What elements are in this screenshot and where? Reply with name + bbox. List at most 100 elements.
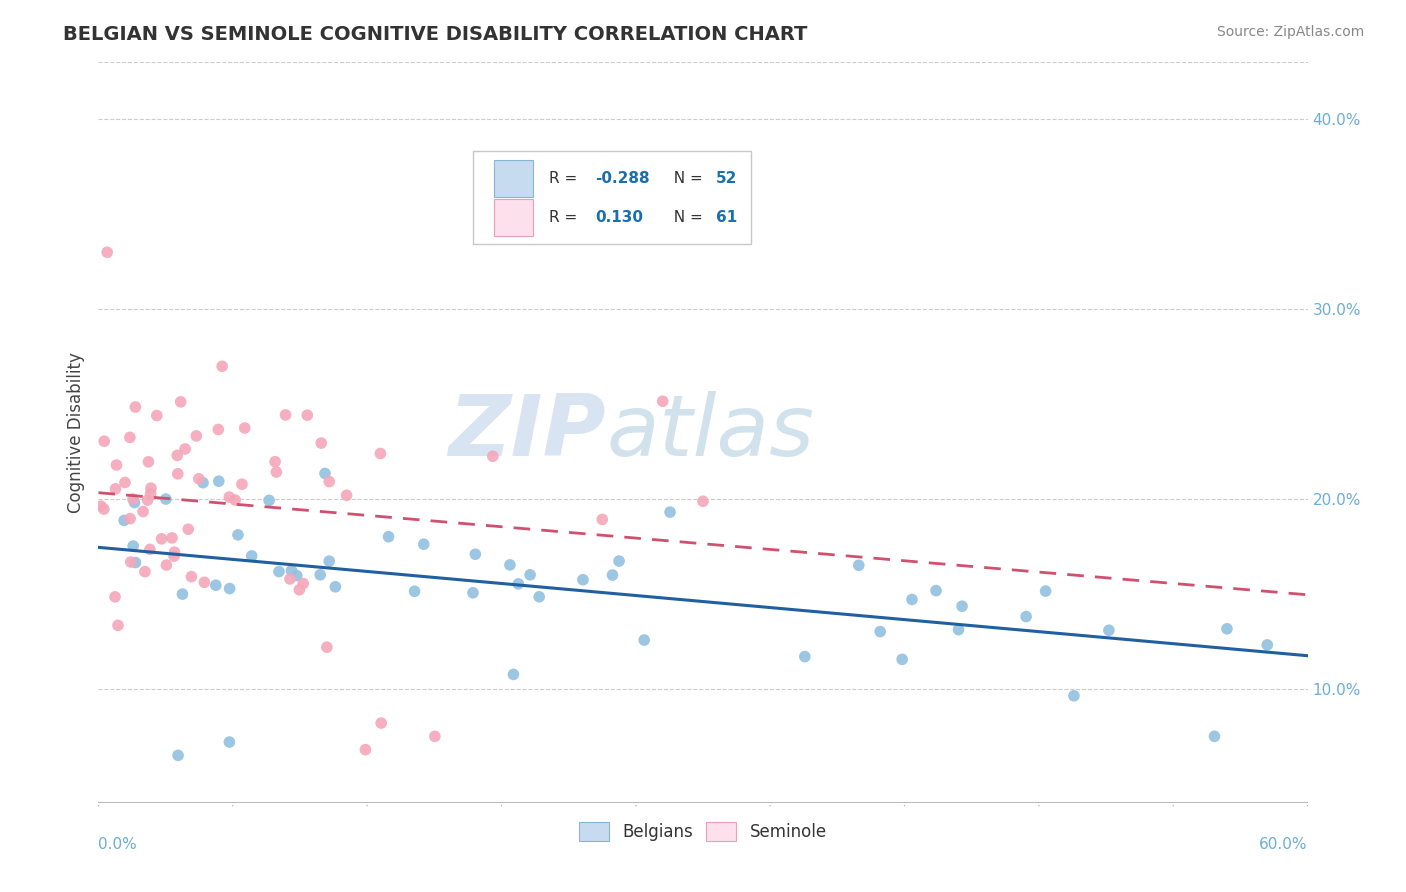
Point (180, 569, 202, 583)
Point (519, 567, 541, 582)
Point (155, 491, 177, 506)
Point (285, 568, 308, 582)
Point (370, 446, 392, 460)
Point (172, 587, 194, 601)
Point (120, 555, 142, 569)
Point (502, 667, 524, 681)
Point (1256, 638, 1278, 652)
Point (591, 512, 613, 526)
Point (336, 488, 359, 502)
Point (120, 511, 142, 525)
Point (170, 395, 193, 409)
Point (226, 528, 249, 542)
Point (354, 742, 377, 756)
Point (122, 491, 145, 506)
Point (112, 513, 135, 527)
Point (146, 409, 169, 423)
Point (163, 545, 186, 559)
Point (278, 572, 301, 586)
Point (266, 465, 288, 479)
Point (292, 576, 315, 591)
Point (950, 599, 973, 614)
Point (134, 565, 156, 579)
Text: N =: N = (664, 211, 709, 225)
Point (138, 455, 160, 469)
Point (124, 495, 146, 509)
FancyBboxPatch shape (494, 199, 533, 236)
Point (107, 618, 129, 632)
Text: 60.0%: 60.0% (1260, 837, 1308, 852)
Point (1098, 624, 1121, 638)
Point (160, 531, 183, 545)
Point (370, 716, 392, 731)
Text: 0.130: 0.130 (595, 211, 644, 225)
Point (186, 429, 208, 443)
Text: 0.0%: 0.0% (98, 837, 138, 852)
Point (264, 455, 287, 469)
Point (104, 482, 127, 496)
Point (404, 584, 426, 599)
FancyBboxPatch shape (474, 152, 751, 244)
Text: atlas: atlas (606, 391, 814, 475)
Y-axis label: Cognitive Disability: Cognitive Disability (66, 352, 84, 513)
Point (218, 582, 240, 596)
Point (93, 434, 115, 449)
Point (314, 467, 336, 481)
Point (508, 577, 530, 591)
Text: ZIP: ZIP (449, 391, 606, 475)
Text: BELGIAN VS SEMINOLE COGNITIVE DISABILITY CORRELATION CHART: BELGIAN VS SEMINOLE COGNITIVE DISABILITY… (63, 25, 807, 44)
Point (412, 537, 434, 551)
Point (150, 532, 173, 546)
Text: R =: R = (550, 171, 582, 186)
Legend: Belgians, Seminole: Belgians, Seminole (572, 815, 834, 847)
Point (163, 549, 186, 563)
Point (193, 575, 215, 590)
Point (274, 408, 297, 422)
Point (309, 567, 332, 582)
Point (96, 245, 118, 260)
Text: N =: N = (664, 171, 709, 186)
Point (377, 530, 399, 544)
Point (139, 542, 162, 557)
Point (90, 499, 112, 513)
Point (1204, 730, 1226, 744)
Point (207, 422, 229, 436)
Point (231, 477, 253, 491)
Point (423, 730, 446, 744)
FancyBboxPatch shape (494, 160, 533, 197)
Text: 61: 61 (716, 211, 738, 225)
Point (191, 475, 214, 490)
Point (118, 430, 141, 444)
Point (155, 558, 177, 572)
Point (318, 475, 340, 489)
Point (204, 578, 226, 592)
Point (122, 539, 145, 553)
Point (318, 554, 340, 568)
Point (607, 554, 630, 568)
Point (166, 449, 188, 463)
Point (499, 558, 522, 572)
Text: Source: ZipAtlas.com: Source: ZipAtlas.com (1216, 25, 1364, 39)
Point (218, 735, 240, 749)
Point (240, 549, 263, 563)
Point (633, 633, 655, 648)
Point (104, 590, 127, 604)
Point (114, 475, 136, 490)
Point (187, 472, 209, 486)
Point (280, 564, 302, 578)
Point (132, 504, 155, 518)
Point (529, 590, 551, 604)
Point (572, 573, 595, 587)
Point (793, 649, 815, 664)
Point (124, 556, 146, 570)
Point (105, 458, 128, 472)
Point (177, 522, 200, 536)
Point (602, 568, 624, 582)
Point (1216, 622, 1239, 636)
Point (1015, 609, 1038, 624)
Point (93, 502, 115, 516)
Point (948, 623, 970, 637)
Point (848, 558, 870, 573)
Point (325, 580, 347, 594)
Point (1063, 689, 1085, 703)
